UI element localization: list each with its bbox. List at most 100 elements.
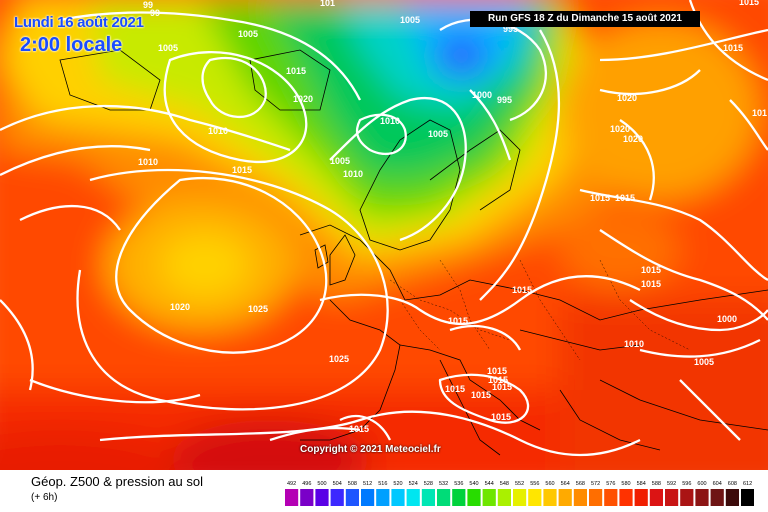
legend-swatch	[330, 489, 344, 506]
isobar-label: 995	[497, 95, 512, 105]
isobar-label: 99	[143, 0, 153, 10]
isobar-label: 1015	[488, 375, 508, 385]
isobar-label: 1020	[610, 124, 630, 134]
forecast-offset: (+ 6h)	[31, 492, 58, 503]
legend-swatch	[695, 489, 709, 506]
legend-swatch	[649, 489, 663, 506]
legend-tick-label: 544	[485, 481, 494, 487]
isobar-label: 1015	[512, 285, 532, 295]
legend-swatch	[406, 489, 420, 506]
isobar-label: 1020	[623, 134, 643, 144]
legend-tick-label: 568	[576, 481, 585, 487]
isobar-label: 1010	[624, 339, 644, 349]
legend-tick-label: 516	[378, 481, 387, 487]
isobar-label: 1015	[641, 265, 661, 275]
legend-swatch	[285, 489, 299, 506]
isobar-label: 1005	[158, 43, 178, 53]
legend-swatch	[391, 489, 405, 506]
isobar-label: 1015	[641, 279, 661, 289]
isobar-label: 1010	[380, 116, 400, 126]
legend-swatch	[589, 489, 603, 506]
legend-tick-label: 508	[348, 481, 357, 487]
legend-swatch	[376, 489, 390, 506]
isobar-label: 1010	[343, 169, 363, 179]
isobar-label: 1015	[471, 390, 491, 400]
isobar-label: 1000	[472, 90, 492, 100]
isobar-label: 1020	[617, 93, 637, 103]
isobar-label: 1015	[723, 43, 743, 53]
borders	[389, 259, 691, 361]
isobar-label: 1000	[717, 314, 737, 324]
legend-swatch	[315, 489, 329, 506]
legend-tick-label: 584	[637, 481, 646, 487]
legend-swatch	[725, 489, 739, 506]
isobar-label: 1025	[248, 304, 268, 314]
legend-swatch	[680, 489, 694, 506]
legend-tick-label: 528	[424, 481, 433, 487]
isobar-label: 101	[320, 0, 335, 8]
isobar-label: 1015	[615, 193, 635, 203]
isobar-label: 1015	[349, 424, 369, 434]
legend-swatch	[452, 489, 466, 506]
legend-tick-label: 564	[561, 481, 570, 487]
isobar-label: 101	[752, 108, 767, 118]
legend-tick-label: 588	[652, 481, 661, 487]
isobar-label: 1010	[138, 157, 158, 167]
legend-swatch	[300, 489, 314, 506]
isobar-label: 1005	[238, 29, 258, 39]
isobar-label: 1015	[492, 382, 512, 392]
legend-swatch	[543, 489, 557, 506]
legend-swatch	[665, 489, 679, 506]
legend-tick-label: 596	[682, 481, 691, 487]
isobar-label: 1015	[448, 316, 468, 326]
legend-tick-label: 604	[713, 481, 722, 487]
legend-swatch	[604, 489, 618, 506]
legend-tick-label: 504	[333, 481, 342, 487]
isobar-label: 1025	[329, 354, 349, 364]
legend-swatch	[558, 489, 572, 506]
legend-tick-label: 608	[728, 481, 737, 487]
legend-swatch	[573, 489, 587, 506]
legend-swatch	[741, 489, 754, 506]
forecast-date: Lundi 16 août 2021	[14, 14, 144, 31]
legend-tick-label: 548	[500, 481, 509, 487]
isobars	[0, 0, 768, 455]
legend-tick-label: 612	[743, 481, 752, 487]
legend-tick-label: 524	[409, 481, 418, 487]
legend-swatch	[497, 489, 511, 506]
color-scale-legend: 492 496 500 504 508 512 516 520 524 528 532 536 540 5…	[285, 481, 754, 506]
copyright-notice: Copyright © 2021 Meteociel.fr	[300, 444, 441, 455]
isobar-label: 1020	[170, 302, 190, 312]
legend-swatch	[421, 489, 435, 506]
legend-tick-label: 576	[606, 481, 615, 487]
legend-tick-label: 572	[591, 481, 600, 487]
legend-swatch	[528, 489, 542, 506]
legend-swatch	[437, 489, 451, 506]
isobar-label: 1005	[400, 15, 420, 25]
legend-tick-label: 520	[393, 481, 402, 487]
legend-tick-label: 536	[454, 481, 463, 487]
forecast-local-time: 2:00 locale	[20, 34, 123, 56]
legend-tick-label: 496	[302, 481, 311, 487]
legend-swatch	[619, 489, 633, 506]
legend-tick-label: 600	[697, 481, 706, 487]
legend-tick-label: 512	[363, 481, 372, 487]
isobar-label: 1015	[232, 165, 252, 175]
isobar-label: 99	[150, 8, 160, 18]
model-run-banner: Run GFS 18 Z du Dimanche 15 août 2021	[470, 11, 700, 27]
legend-tick-label: 532	[439, 481, 448, 487]
legend-swatch	[345, 489, 359, 506]
isobar-label: 1005	[428, 129, 448, 139]
legend-tick-label: 552	[515, 481, 524, 487]
map-title: Géop. Z500 & pression au sol	[31, 474, 203, 489]
isobar-label: 1015	[487, 366, 507, 376]
isobar-label: 1020	[293, 94, 313, 104]
legend-tick-label: 560	[545, 481, 554, 487]
legend-tick-label: 556	[530, 481, 539, 487]
legend-swatch	[634, 489, 648, 506]
isobar-label: 1015	[590, 193, 610, 203]
legend-swatch	[710, 489, 724, 506]
isobar-label: 1015	[445, 384, 465, 394]
isobar-label-layer: 1005 1005 1005 1015 1020 1010 1010 1010 …	[138, 0, 767, 434]
